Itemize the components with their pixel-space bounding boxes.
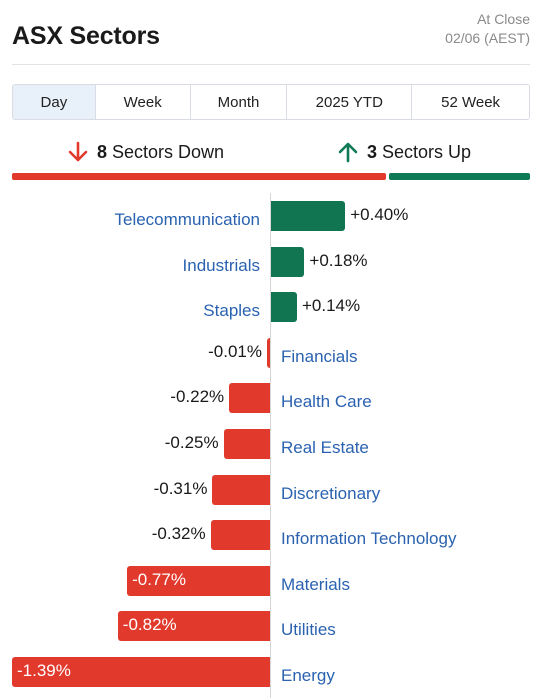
sector-value-label: +0.14% [301,296,361,316]
sector-name-link[interactable]: Health Care [281,392,372,412]
sector-row-health-care: -0.22% Health Care [0,383,541,417]
sector-value-label: -0.82% [122,615,177,635]
sector-row-real-estate: -0.25% Real Estate [0,429,541,463]
header-divider [12,64,530,65]
as-of-label: At Close [477,11,530,27]
sectors-up-label: Sectors Up [382,141,472,162]
sector-bar [12,657,270,687]
sectors-down-count: 8 [97,141,108,162]
sector-name-link[interactable]: Materials [281,574,350,594]
sectors-up-ratio-bar [389,173,530,180]
sectors-down-summary: 8 Sectors Down [67,140,224,164]
sector-bar [271,292,297,323]
sector-value-label: -0.01% [208,341,262,361]
tab-52-week[interactable]: 52 Week [412,85,529,119]
sector-name-link[interactable]: Financials [281,346,358,366]
tab-week[interactable]: Week [95,85,191,119]
tab-2025-ytd[interactable]: 2025 YTD [287,85,413,119]
sector-name-link[interactable]: Discretionary [281,483,381,503]
sector-name-link[interactable]: Information Technology [281,529,457,549]
sector-name-link[interactable]: Utilities [281,620,336,640]
as-of-timestamp: At Close 02/06 (AEST) [445,10,530,48]
sector-bar [212,474,270,505]
zero-axis [270,193,271,698]
header: ASX Sectors At Close 02/06 (AEST) [12,10,530,64]
sector-row-industrials: +0.18% Industrials [0,246,541,281]
sector-value-label: -0.77% [132,569,186,589]
sector-name-link[interactable]: Energy [281,666,335,685]
sector-bar [229,383,270,414]
sector-name-link[interactable]: Telecommunication [114,210,260,229]
sector-name-link[interactable]: Staples [203,301,260,321]
sector-row-utilities: -0.82% Utilities [0,611,541,645]
sector-name-link[interactable]: Real Estate [281,438,369,457]
sector-bar [267,337,270,368]
as-of-date: 02/06 (AEST) [445,30,530,46]
sector-bar [127,565,270,596]
sector-row-discretionary: -0.31% Discretionary [0,474,541,509]
sector-bar [210,520,270,551]
sector-bar [223,429,270,459]
sector-bar [271,246,305,277]
sectors-up-count: 3 [367,141,378,162]
sector-row-staples: +0.14% Staples [0,292,541,326]
tab-day[interactable]: Day [13,85,96,119]
arrow-up-icon [338,142,358,163]
sector-row-energy: -1.39% Energy [0,657,541,691]
sector-value-label: -0.22% [170,387,225,407]
sector-bar [271,201,346,231]
tab-month[interactable]: Month [190,85,288,119]
sector-row-telecommunication: +0.40% Telecommunication [0,201,541,235]
arrow-down-icon [68,141,88,162]
sectors-up-summary: 3 Sectors Up [337,140,471,164]
page-title: ASX Sectors [12,22,160,50]
sector-bar-chart: +0.40% Telecommunication +0.18% Industrials… [0,188,541,698]
sectors-down-ratio-bar [12,173,386,180]
sector-value-label: +0.40% [350,205,409,224]
sector-value-label: +0.18% [309,250,368,270]
sector-row-materials: -0.77% Materials [0,565,541,600]
sectors-down-label: Sectors Down [112,141,225,162]
sector-value-label: -0.32% [151,524,206,544]
sector-name-link[interactable]: Industrials [182,255,260,275]
sector-row-information-technology: -0.32% Information Technology [0,520,541,554]
sector-bar [117,611,270,642]
period-tabs: Day Week Month 2025 YTD 52 Week [12,84,530,120]
sector-value-label: -1.39% [17,661,71,680]
sector-row-financials: -0.01% Financials [0,337,541,372]
sector-value-label: -0.25% [164,433,219,452]
sector-summary: 8 Sectors Down 3 Sectors Up [12,136,530,166]
sector-value-label: -0.31% [153,478,208,498]
